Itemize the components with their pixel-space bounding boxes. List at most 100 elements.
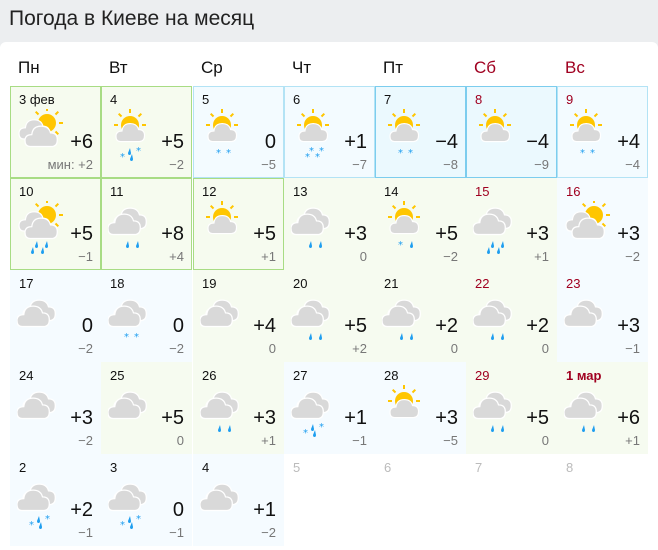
day-cell[interactable]: 21 +2 0 [375,270,466,362]
cloud-rain-icon [472,293,523,343]
day-date: 4 [110,92,118,107]
max-temp: +5 [526,407,549,429]
cloud-icon [199,477,250,527]
min-temp: −4 [625,157,640,172]
day-cell[interactable]: 6 * * * * +1 −7 [284,86,375,178]
cloud-rain-icon [290,201,341,251]
min-temp: −2 [169,157,184,172]
day-cell[interactable]: 3 фев +6 мин: +2 [10,86,101,178]
max-temp: +4 [617,131,640,153]
day-cell[interactable]: 23 +3 −1 [557,270,648,362]
svg-text:*: * [319,146,324,157]
day-cell[interactable]: 9 * * +4 −4 [557,86,648,178]
day-date: 23 [566,276,581,291]
cloud-sun-icon [564,199,614,251]
max-temp: +5 [161,131,184,153]
min-temp: −1 [78,249,93,264]
day-cell: 6 [375,454,466,546]
min-temp: −1 [352,433,367,448]
day-cell[interactable]: 7 * * −4 −8 [375,86,466,178]
svg-text:*: * [136,514,141,525]
day-date: 28 [384,368,399,383]
max-temp: +1 [253,499,276,521]
day-cell[interactable]: 8 −4 −9 [466,86,557,178]
max-temp: 0 [172,499,184,521]
day-cell[interactable]: 4 * * +5 −2 [101,86,192,178]
day-cell[interactable]: 2 * * +2 −1 [10,454,101,546]
day-cell[interactable]: 14 * +5 −2 [375,178,466,270]
day-date: 6 [293,92,301,107]
day-cell[interactable]: 11 +8 +4 [101,178,192,270]
svg-text:*: * [226,148,231,159]
max-temp: +5 [344,315,367,337]
day-cell[interactable]: 4 +1 −2 [193,454,284,546]
svg-text:*: * [124,332,129,343]
max-temp: 0 [172,315,184,337]
day-cell[interactable]: 20 +5 +2 [284,270,375,362]
svg-text:*: * [136,146,141,157]
max-temp: +8 [161,223,184,245]
max-temp: +1 [344,131,367,153]
day-date: 5 [202,92,210,107]
day-cell[interactable]: 5 * * 0 −5 [193,86,284,178]
day-date: 26 [202,368,217,383]
day-cell: 8 [557,454,648,546]
day-date: 7 [475,460,483,475]
day-cell[interactable]: 25 +5 0 [101,362,192,454]
min-temp: +1 [261,249,276,264]
max-temp: +6 [70,131,93,153]
weekday-header: Пн [18,58,40,77]
day-cell[interactable]: 10 +5 −1 [10,178,101,270]
day-date: 6 [384,460,392,475]
day-date: 3 фев [19,92,55,107]
min-temp: −7 [352,157,367,172]
day-cell[interactable]: 28 +3 −5 [375,362,466,454]
day-date: 2 [19,460,27,475]
max-temp: −4 [435,131,458,153]
day-cell[interactable]: 19 +4 0 [193,270,284,362]
cloud-icon [199,293,250,343]
svg-text:*: * [120,152,125,163]
cloud-rain-snow-icon: * * [290,385,341,439]
day-cell[interactable]: 16 +3 −2 [557,178,648,270]
svg-text:*: * [45,514,50,525]
day-date: 8 [475,92,483,107]
min-temp: +1 [261,433,276,448]
day-cell[interactable]: 13 +3 0 [284,178,375,270]
day-cell[interactable]: 29 +5 0 [466,362,557,454]
day-cell[interactable]: 3 * * 0 −1 [101,454,192,546]
cloud-rain-icon [107,201,158,251]
svg-text:*: * [309,146,314,157]
day-cell[interactable]: 17 0 −2 [10,270,101,362]
max-temp: +3 [526,223,549,245]
day-cell[interactable]: 22 +2 0 [466,270,557,362]
day-cell[interactable]: 27 * * +1 −1 [284,362,375,454]
day-cell[interactable]: 15 +3 +1 [466,178,557,270]
day-cell[interactable]: 1 мар +6 +1 [557,362,648,454]
sun-cloud-snow-icon: * * [564,109,614,159]
cloud-sun-icon [17,107,67,159]
min-temp: −5 [443,433,458,448]
day-date: 8 [566,460,574,475]
day-cell[interactable]: 12 +5 +1 [193,178,284,270]
day-cell[interactable]: 24 +3 −2 [10,362,101,454]
day-cell[interactable]: 26 +3 +1 [193,362,284,454]
max-temp: +3 [253,407,276,429]
weekday-header: Сб [474,58,497,77]
sun-cloud-snow-icon: * * [200,109,250,159]
cloud-snow-icon: * * [107,293,158,343]
max-temp: +5 [70,223,93,245]
day-date: 14 [384,184,399,199]
day-date: 27 [293,368,308,383]
day-date: 17 [19,276,34,291]
day-cell[interactable]: 18 * * 0 −2 [101,270,192,362]
min-temp: −2 [261,525,276,540]
min-temp: −1 [625,341,640,356]
min-temp: −2 [169,341,184,356]
sun-cloud-icon [200,201,250,251]
max-temp: +5 [161,407,184,429]
min-temp: −2 [443,249,458,264]
min-temp: −2 [78,341,93,356]
day-date: 9 [566,92,574,107]
max-temp: +4 [253,315,276,337]
